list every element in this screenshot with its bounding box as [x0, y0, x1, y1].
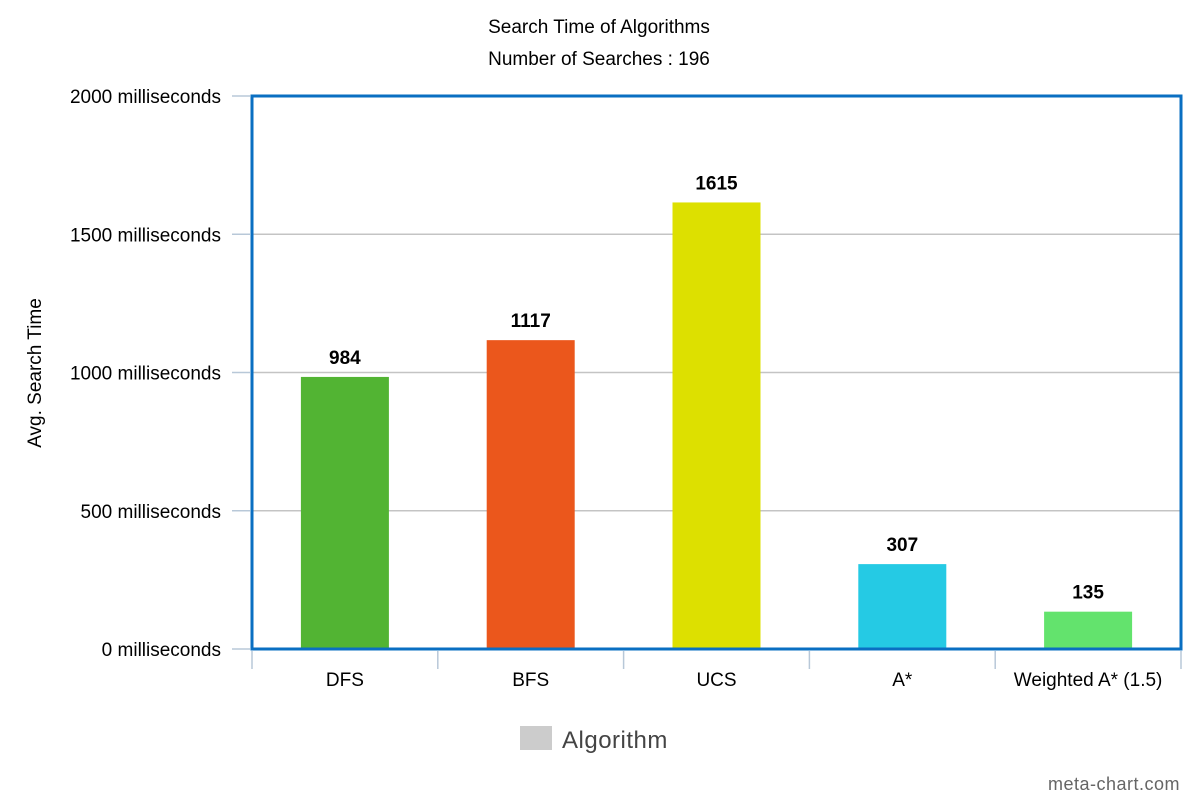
bars [300, 202, 1133, 649]
y-tick-label: 2000 milliseconds [70, 87, 221, 108]
bar [858, 564, 947, 649]
y-tick-label: 1500 milliseconds [70, 225, 221, 246]
y-tick-label: 500 milliseconds [81, 502, 221, 523]
data-label: 1615 [695, 173, 738, 194]
data-label: 135 [1072, 583, 1104, 604]
data-label: 984 [329, 348, 361, 369]
legend-label: Algorithm [562, 727, 668, 754]
x-tick-label: A* [892, 670, 913, 691]
y-axis: 0 milliseconds 500 milliseconds 1000 milli… [70, 87, 250, 661]
chart-subtitle: Number of Searches : 196 [488, 49, 710, 70]
plot-frame [250, 94, 1183, 651]
chart-title: Search Time of Algorithms [488, 17, 710, 38]
y-tick-label: 0 milliseconds [102, 640, 221, 661]
x-tick-label: BFS [512, 670, 549, 691]
credit-text: meta-chart.com [1048, 774, 1180, 794]
y-tick-label: 1000 milliseconds [70, 364, 221, 385]
y-axis-title: Avg. Search Time [25, 298, 46, 448]
x-tick-label: DFS [326, 670, 364, 691]
x-tick-label: Weighted A* (1.5) [1014, 670, 1163, 691]
legend-swatch [520, 726, 552, 750]
x-axis: DFS BFS UCS A* Weighted A* (1.5) [251, 651, 1182, 691]
bar [1044, 611, 1133, 649]
bar [300, 376, 389, 649]
data-label: 307 [886, 535, 918, 556]
bar [486, 340, 575, 649]
data-labels: 984 1117 1615 307 135 [329, 173, 1104, 603]
data-label: 1117 [511, 311, 551, 332]
x-tick-label: UCS [696, 670, 736, 691]
bar [672, 202, 761, 649]
